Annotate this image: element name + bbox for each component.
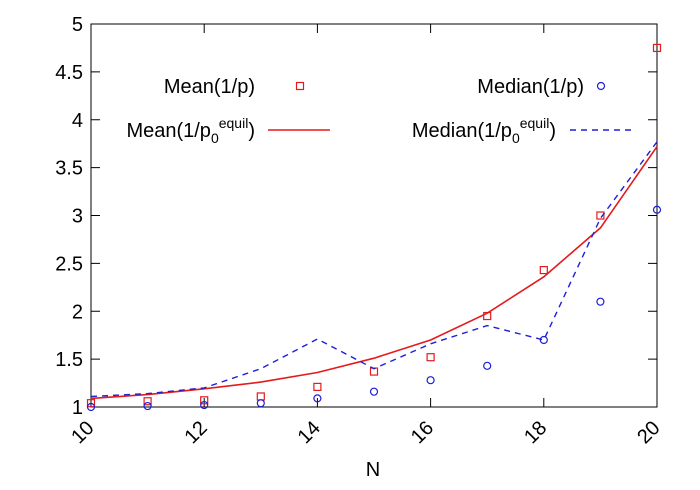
data-point bbox=[596, 211, 605, 220]
data-point bbox=[483, 361, 492, 370]
legend-marker-circle bbox=[596, 81, 606, 91]
legend-label-mean-p: Mean(1/p) bbox=[164, 76, 255, 98]
data-point bbox=[86, 399, 96, 408]
legend-marker-square bbox=[295, 81, 305, 91]
y-tick-label: 3 bbox=[72, 206, 83, 228]
x-tick-label: 18 bbox=[520, 417, 551, 448]
legend-label-median-p0: Median(1/p0equil) bbox=[412, 115, 556, 146]
x-tick-label: 10 bbox=[67, 417, 98, 448]
data-point bbox=[426, 376, 435, 385]
data-point bbox=[652, 205, 662, 214]
data-point bbox=[652, 43, 662, 53]
legend: Mean(1/p) Median(1/p) Mean(1/p0equil) Media… bbox=[126, 76, 634, 146]
y-tick-label: 1.5 bbox=[55, 349, 83, 371]
series-line bbox=[90, 141, 658, 398]
legend-label-median-p: Median(1/p) bbox=[477, 76, 584, 98]
data-point bbox=[539, 335, 548, 345]
y-tick-label: 5 bbox=[72, 14, 83, 36]
y-tick-label: 2.5 bbox=[55, 253, 83, 275]
series-2 bbox=[90, 146, 658, 400]
y-tick-label: 4.5 bbox=[55, 62, 83, 84]
data-point bbox=[86, 402, 96, 412]
data-point bbox=[539, 265, 548, 275]
data-point bbox=[313, 382, 322, 391]
data-point bbox=[143, 397, 152, 406]
y-tick-label: 3.5 bbox=[55, 158, 83, 180]
x-tick-label: 12 bbox=[180, 417, 211, 448]
data-point bbox=[200, 400, 209, 410]
series-line bbox=[90, 146, 658, 400]
data-point bbox=[256, 392, 265, 401]
legend-label-mean-p0: Mean(1/p0equil) bbox=[126, 115, 255, 146]
y-tick-label: 2 bbox=[72, 301, 83, 323]
data-point bbox=[200, 396, 209, 405]
data-point bbox=[143, 401, 152, 411]
data-point bbox=[313, 394, 322, 403]
y-tick-label: 1 bbox=[72, 397, 83, 419]
data-point bbox=[369, 387, 379, 396]
series-0 bbox=[86, 43, 662, 408]
y-tick-label: 4 bbox=[72, 110, 83, 132]
data-point bbox=[426, 353, 435, 362]
series-1 bbox=[86, 205, 662, 412]
series-3 bbox=[90, 141, 658, 398]
x-tick-label: 20 bbox=[633, 417, 664, 448]
x-tick-label: 16 bbox=[407, 417, 438, 448]
series-layer bbox=[86, 43, 662, 412]
data-point bbox=[596, 297, 605, 306]
x-tick-label: 14 bbox=[294, 417, 325, 448]
data-point bbox=[256, 399, 265, 408]
x-axis-title: N bbox=[366, 459, 380, 481]
